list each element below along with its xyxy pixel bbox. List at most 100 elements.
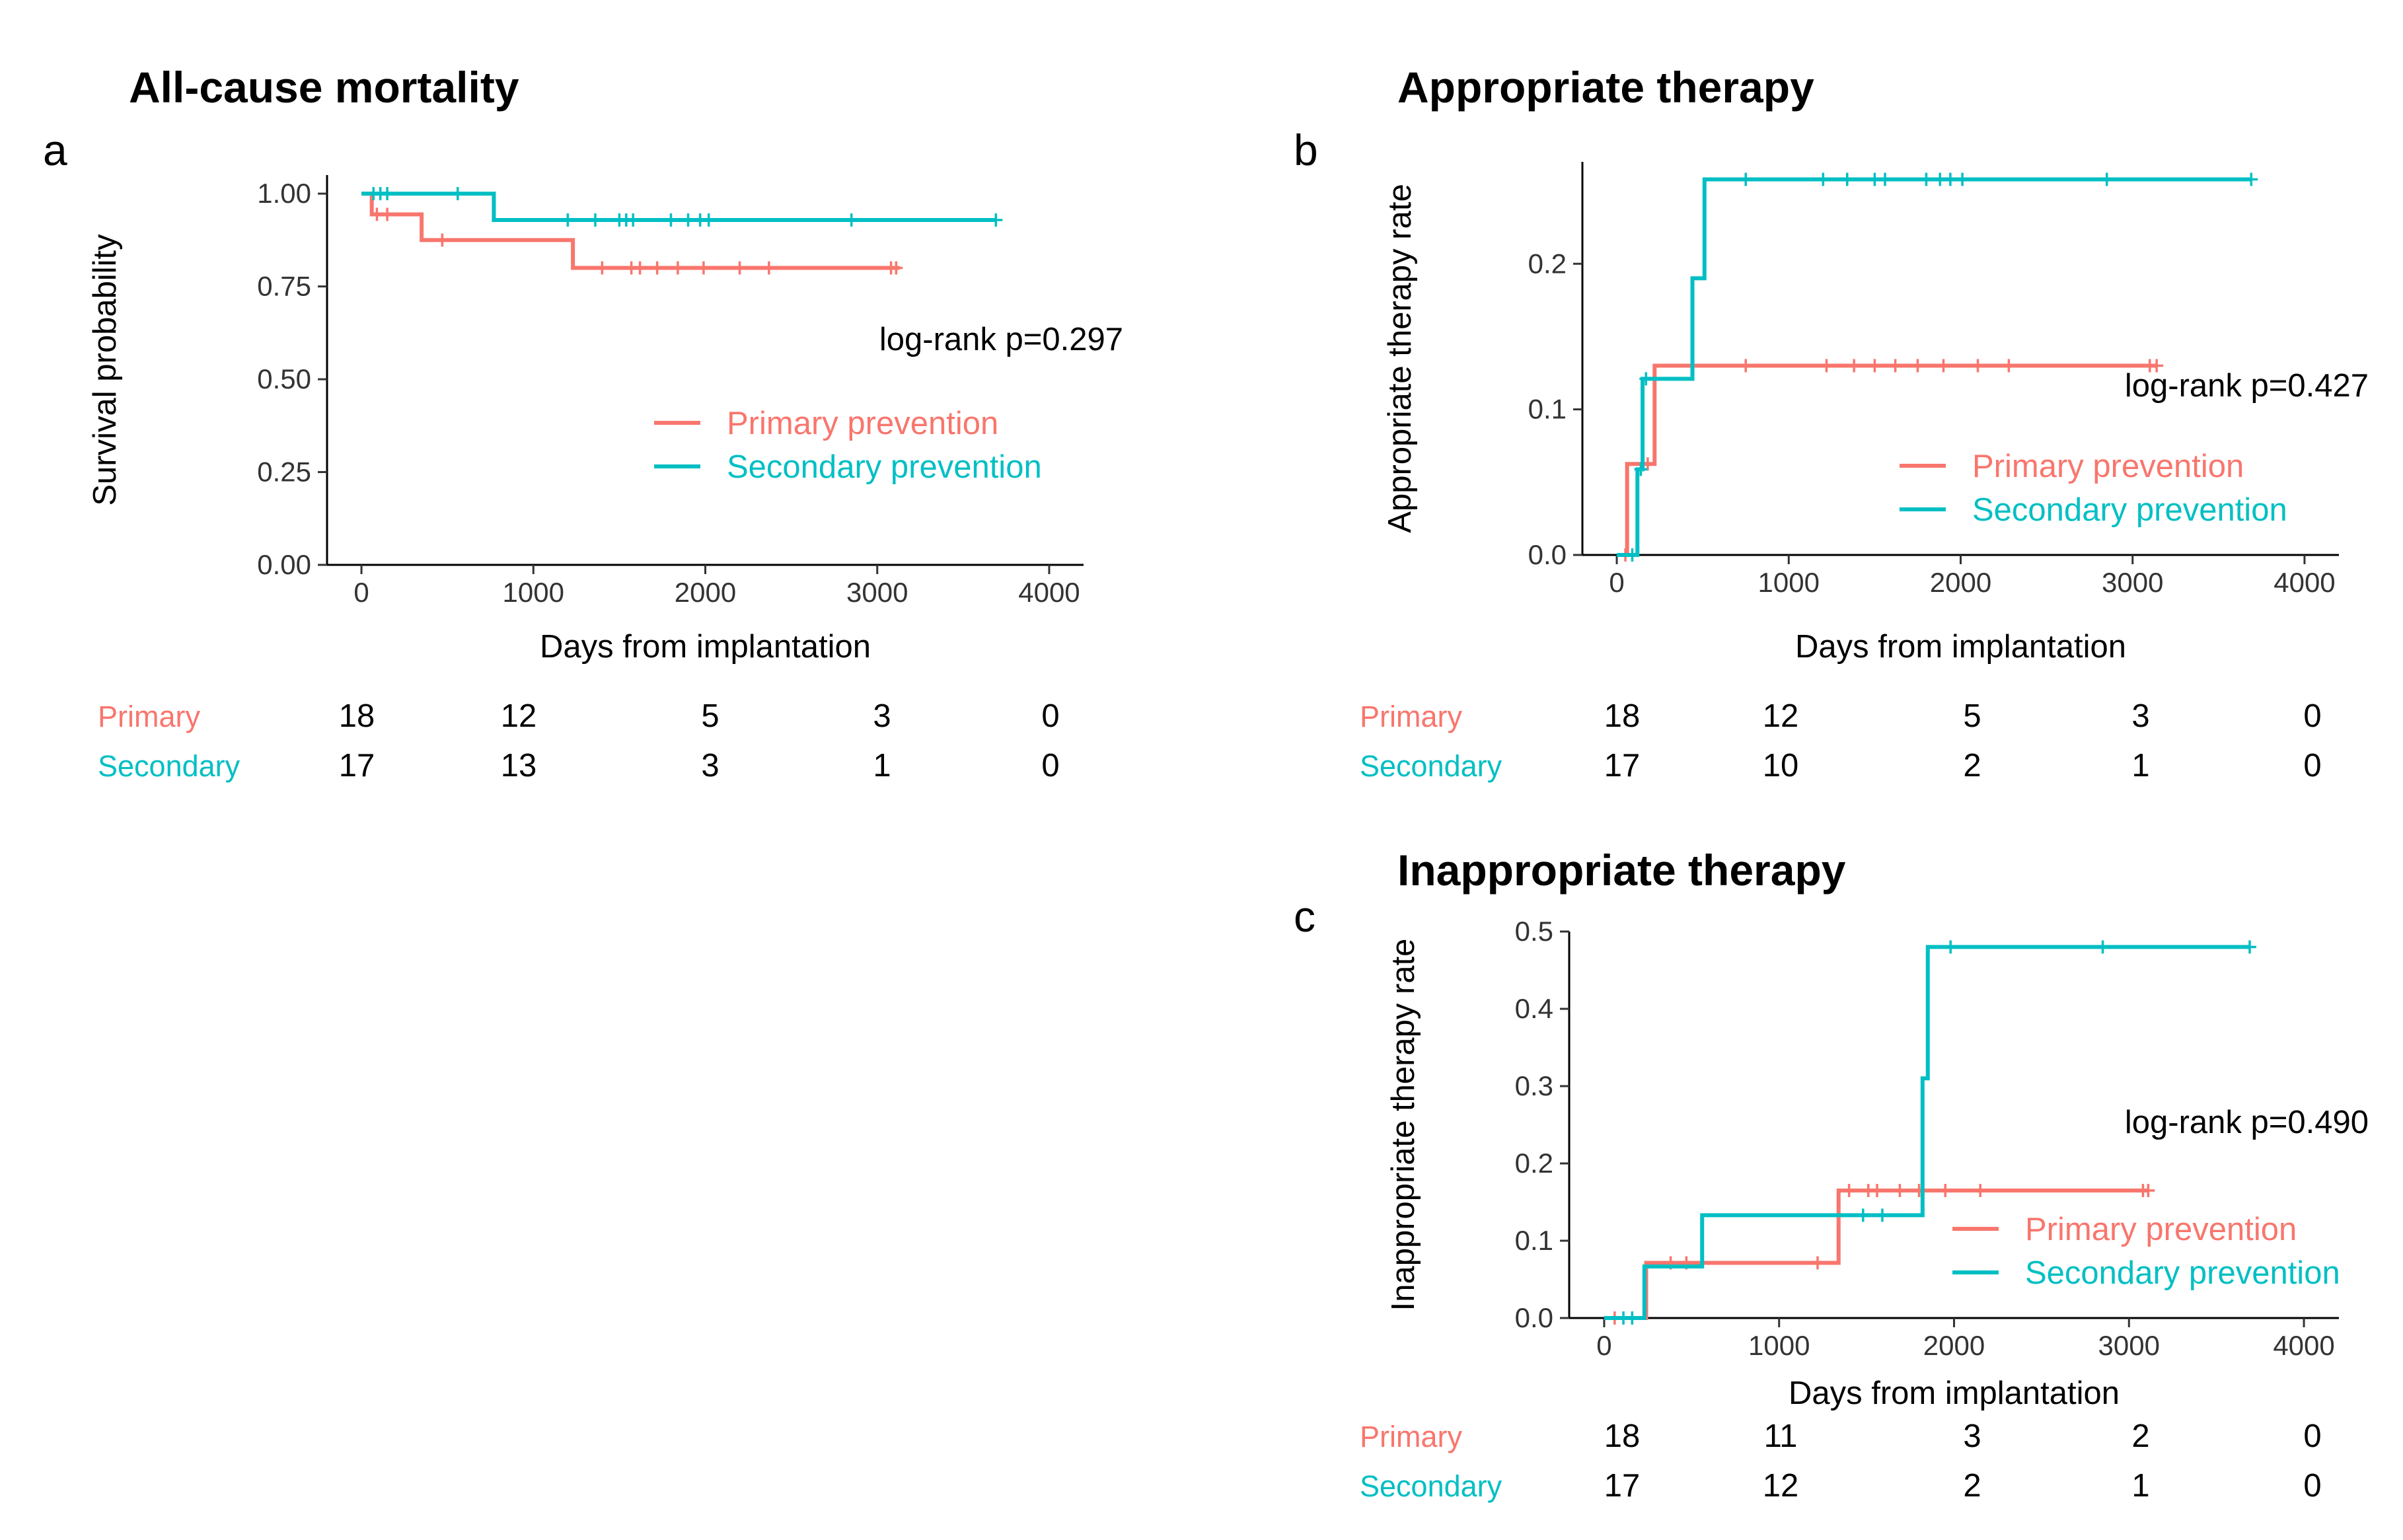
x-tick-label: 1000 [503,577,564,608]
x-axis-title: Days from implantation [1795,629,2126,665]
legend-label: Secondary prevention [1972,492,2287,528]
panel-letter: b [1294,126,1318,174]
x-tick-label: 3000 [846,577,908,608]
risk-table-count: 0 [2303,748,2321,784]
series-secondary [1617,172,2258,562]
y-tick-label: 0.1 [1515,1225,1553,1256]
series-primary [1604,1183,2155,1325]
x-tick-label: 0 [353,577,369,608]
censor-mark [435,233,449,247]
censor-mark [1810,1256,1824,1270]
y-tick-label: 0.75 [257,271,311,302]
logrank-pvalue: log-rank p=0.490 [2125,1105,2369,1140]
censor-mark [2096,940,2110,954]
x-tick-label: 4000 [2273,1330,2334,1361]
censor-mark [1847,359,1861,373]
censor-mark [1739,359,1753,373]
censor-mark [1870,1183,1884,1197]
risk-table-count: 3 [1963,1418,1981,1454]
panel-letter: a [43,126,67,174]
censor-mark [1634,462,1648,476]
censor-mark [664,213,678,227]
risk-table-group-label: Secondary [98,749,240,783]
risk-table-group-label: Primary [98,700,200,733]
risk-table-count: 0 [2303,1418,2321,1454]
censor-mark [633,261,647,275]
censor-mark [1911,359,1925,373]
risk-table-group-label: Primary [1360,700,1462,733]
censor-mark [989,213,1003,227]
risk-table-count: 0 [2303,1468,2321,1504]
censor-mark [1868,359,1882,373]
logrank-pvalue: log-rank p=0.427 [2125,368,2369,404]
series-secondary [1604,940,2256,1325]
x-tick-label: 0 [1596,1330,1611,1361]
risk-table-count: 18 [339,698,375,734]
logrank-pvalue: log-rank p=0.297 [879,322,1123,357]
censor-mark [1875,1208,1889,1222]
censor-mark [2150,359,2164,373]
km-step-line [1604,945,2250,1320]
risk-table-count: 5 [701,698,719,734]
censor-mark [381,207,394,221]
legend-label: Primary prevention [1972,449,2244,484]
censor-mark [702,213,716,227]
x-tick-label: 2000 [1930,567,1991,598]
censor-mark [1816,172,1830,186]
risk-table-count: 12 [1763,1468,1799,1504]
x-tick-label: 0 [1609,567,1624,598]
y-tick-label: 0.2 [1515,1148,1553,1179]
censor-mark [1943,172,1957,186]
legend-label: Secondary prevention [2025,1255,2340,1291]
y-tick-label: 0.0 [1515,1302,1553,1333]
y-tick-label: 0.3 [1515,1070,1553,1101]
censor-mark [1956,172,1970,186]
risk-table-count: 0 [1041,748,1059,784]
x-tick-label: 2000 [675,577,736,608]
risk-table-count: 1 [2131,1468,2149,1504]
risk-table-count: 18 [1604,1418,1641,1454]
panel-c: Inappropriate therapy c 0 1000 2000 3000 4000 0… [1294,846,2369,1504]
risk-table-count: 10 [1763,748,1799,784]
chart-title: Inappropriate therapy [1397,846,1846,895]
x-tick-label: 4000 [2274,567,2335,598]
censor-mark [733,261,747,275]
censor-mark [451,187,464,201]
risk-table-count: 3 [873,698,891,734]
series-primary [361,192,903,275]
risk-table-count: 0 [1041,698,1059,734]
risk-table-count: 2 [1963,748,1981,784]
censor-mark [1625,1311,1639,1325]
risk-table-count: 3 [2131,698,2149,734]
censor-mark [671,261,684,275]
panel-letter: c [1294,892,1315,941]
censor-mark [1893,1183,1907,1197]
x-tick-label: 3000 [2098,1330,2160,1361]
censor-mark [2002,359,2016,373]
censor-mark [1842,1183,1856,1197]
censor-mark [650,261,664,275]
censor-mark [588,213,602,227]
censor-mark [1937,359,1950,373]
y-tick-label: 0.50 [257,363,311,394]
censor-mark [2141,1183,2155,1197]
km-step-line [1617,177,2252,557]
risk-table-count: 1 [873,748,891,784]
censor-mark [1888,359,1902,373]
km-step-line [361,192,996,222]
censor-mark [1939,1183,1952,1197]
y-tick-label: 0.5 [1515,916,1553,947]
censor-mark [1739,172,1753,186]
y-tick-label: 1.00 [257,178,311,209]
censor-mark [1971,359,1985,373]
risk-table-count: 12 [501,698,537,734]
censor-mark [1820,359,1833,373]
risk-table-group-label: Secondary [1360,1469,1502,1503]
x-tick-label: 4000 [1018,577,1080,608]
censor-mark [626,213,640,227]
risk-table-count: 2 [1963,1468,1981,1504]
censor-mark [1625,548,1639,562]
censor-mark [1944,940,1958,954]
risk-table-group-label: Primary [1360,1420,1462,1453]
